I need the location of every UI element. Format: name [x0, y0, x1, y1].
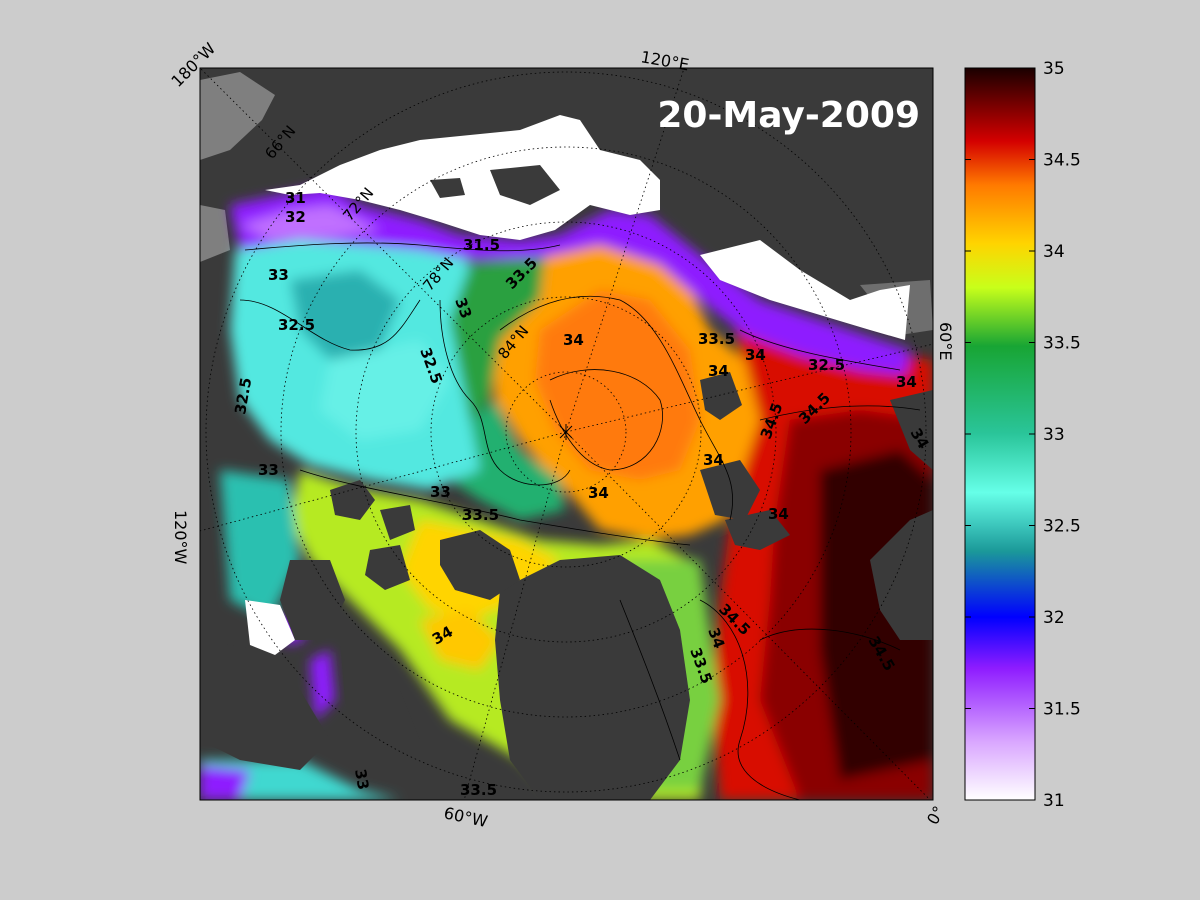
colorbar-tick-label: 35: [1043, 59, 1065, 79]
contour-label-33-5: 33.5: [460, 781, 497, 799]
land-island: [330, 480, 375, 520]
colorbar-tick-label: 33: [1043, 425, 1065, 445]
contour-label-31-5: 31.5: [463, 236, 500, 254]
map-frame: [199, 67, 934, 801]
lon-label-120w: 120°W: [171, 510, 190, 565]
land-coast: [890, 390, 933, 470]
contour-label-33: 33: [430, 483, 451, 501]
colorbar-tick-label: 32: [1043, 608, 1065, 628]
contour-label-34: 34: [588, 484, 609, 502]
graticule: [200, 68, 933, 800]
contour-label-32-5: 32.5: [278, 316, 315, 334]
land-island: [440, 530, 520, 600]
colorbar-tick-label: 34.5: [1043, 151, 1081, 171]
colorbar-tick-label: 34: [1043, 242, 1065, 262]
colorbar-gradient: [964, 67, 1036, 801]
colorbar: 31 31.5 32 32.5 33 33.5 34 34.5 35: [964, 59, 1081, 811]
colorbar-tick-label: 32.5: [1043, 517, 1081, 537]
contour-label-34: 34: [563, 331, 584, 349]
contour-label-34: 34: [768, 505, 789, 523]
colorbar-ticks: 31 31.5 32 32.5 33 33.5 34 34.5 35: [965, 59, 1081, 811]
land-island: [280, 560, 345, 640]
land-island: [365, 545, 410, 590]
contour-label-33: 33: [268, 266, 289, 284]
land-island: [340, 640, 420, 780]
land-grey-patch: [200, 205, 230, 262]
contour-label-34: 34: [896, 373, 917, 391]
contour-label-33-5: 33.5: [698, 330, 735, 348]
land-island: [490, 165, 560, 205]
lon-label-0: 0°: [923, 803, 949, 828]
lon-label-60w: 60°W: [442, 803, 489, 831]
contour-label-34: 34: [745, 346, 766, 364]
date-stamp: 20-May-2009: [657, 95, 920, 136]
colorbar-tick-label: 31: [1043, 791, 1065, 811]
sea-ice-region: [245, 600, 295, 655]
north-pole-marker: [559, 424, 573, 440]
land-island: [430, 178, 465, 198]
contour-label-33-5: 33.5: [462, 506, 499, 524]
land-coast: [870, 510, 933, 640]
land-island: [700, 372, 742, 420]
land-island: [725, 510, 790, 550]
land-island: [700, 460, 760, 520]
contour-label-34: 34: [708, 362, 729, 380]
contour-label-33: 33: [351, 768, 372, 792]
contour-label-32: 32: [285, 208, 306, 226]
land-island: [200, 640, 330, 770]
land-greenland: [495, 555, 690, 800]
sea-ice-region: [265, 115, 660, 240]
contour-label-34: 34: [703, 451, 724, 469]
map-panel: 66°N 72°N 78°N 84°N 31 31.5 32 32.5 32.5…: [200, 68, 933, 800]
colorbar-tick-label: 31.5: [1043, 700, 1081, 720]
sea-ice-region: [700, 240, 910, 340]
contour-label-31: 31: [285, 189, 306, 207]
land-island: [380, 505, 415, 540]
colorbar-tick-label: 33.5: [1043, 334, 1081, 354]
contour-label-32-5: 32.5: [808, 356, 845, 374]
contour-label-33: 33: [258, 461, 279, 479]
lon-label-60e: 60°E: [936, 322, 955, 360]
land-grey-patch: [200, 72, 275, 160]
contour-lines: [239, 242, 921, 800]
